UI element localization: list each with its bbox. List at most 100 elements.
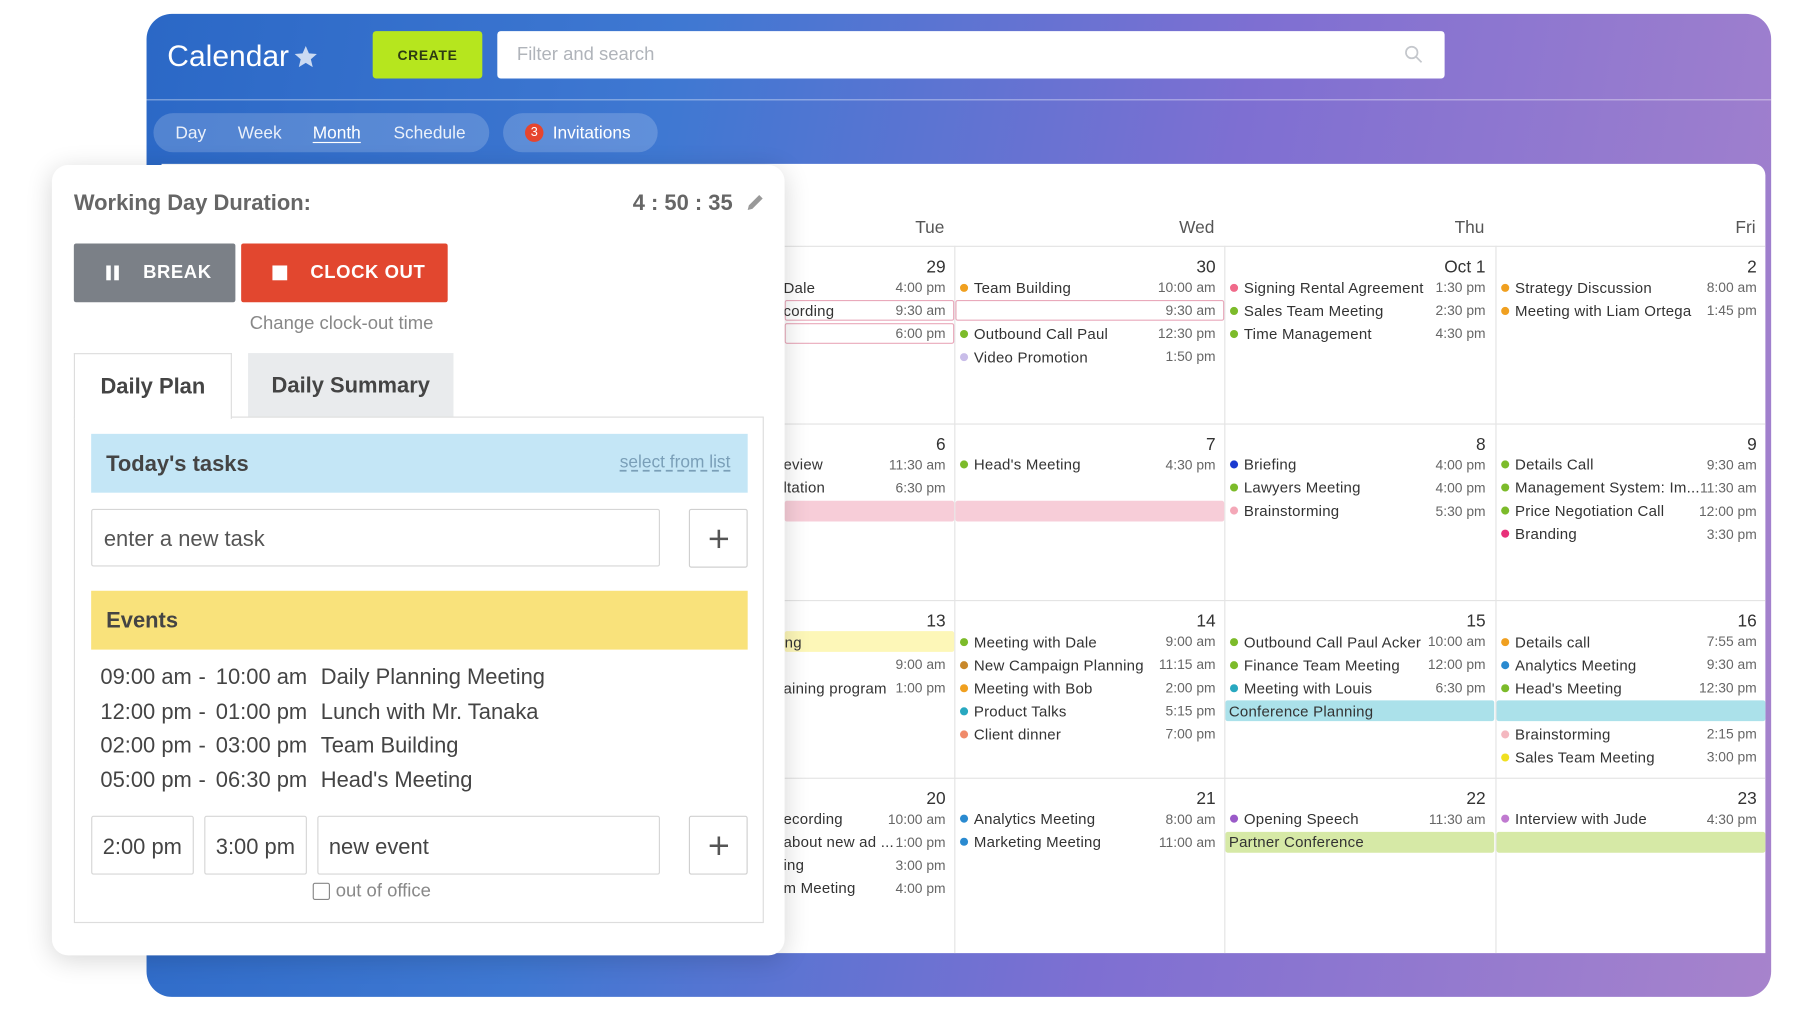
tab-label: Daily Summary — [271, 373, 430, 399]
tab-label: Daily Plan — [100, 374, 206, 400]
event-bar[interactable] — [784, 323, 954, 344]
event-name[interactable]: Time Management — [1243, 324, 1372, 343]
event-name[interactable]: Details Call — [1514, 455, 1594, 474]
out-of-office-checkbox[interactable] — [312, 882, 330, 900]
task-input[interactable]: enter a new task — [91, 508, 660, 567]
day-number: 21 — [1196, 788, 1216, 809]
event-name[interactable]: Outbound Call Paul — [973, 324, 1109, 343]
event-name[interactable]: Analytics Meeting — [1514, 655, 1637, 674]
event-time: 9:30 am — [1165, 302, 1216, 319]
event-name[interactable]: Partner Conference — [1228, 833, 1364, 851]
event-name[interactable]: cording — [783, 301, 835, 320]
view-tab[interactable]: Week — [237, 123, 282, 144]
event-name[interactable]: Head's Meeting — [973, 455, 1081, 474]
edit-icon[interactable] — [745, 193, 765, 213]
event-dot — [1501, 729, 1510, 738]
event-name[interactable]: Team Building — [973, 278, 1072, 296]
event-name[interactable]: about new ad ... — [783, 833, 894, 851]
event-bar[interactable] — [784, 500, 954, 521]
select-from-list-link[interactable]: select from list — [619, 452, 731, 472]
event-name[interactable]: Outbound Call Paul Acker — [1243, 632, 1422, 651]
event-name[interactable]: Meeting with Bob — [973, 679, 1093, 697]
event-name[interactable]: Opening Speech — [1243, 809, 1359, 828]
event-name[interactable]: Marketing Meeting — [973, 833, 1102, 851]
event-name[interactable]: Head's Meeting — [1514, 679, 1623, 697]
event-name[interactable]: Video Promotion — [973, 347, 1088, 366]
event-name[interactable]: Dale — [783, 278, 816, 296]
event-name[interactable]: Strategy Discussion — [1514, 278, 1652, 296]
invitations-button[interactable]: 3 Invitations — [503, 113, 658, 153]
event-name[interactable]: Brainstorming — [1514, 725, 1611, 743]
view-tab[interactable]: Month — [312, 123, 361, 144]
event-bar[interactable] — [784, 299, 954, 321]
tab[interactable]: Daily Summary — [248, 353, 454, 417]
event-bar[interactable] — [784, 631, 954, 652]
event-name[interactable]: ing — [783, 856, 805, 874]
view-tab[interactable]: Day — [175, 123, 207, 144]
event-name[interactable]: Signing Rental Agreement — [1243, 278, 1424, 296]
new-event-input[interactable]: new event — [317, 815, 660, 875]
new-event-input[interactable]: 2:00 pm — [91, 815, 194, 875]
weekday-label: Fri — [1735, 218, 1756, 238]
event-name[interactable]: Briefing — [1243, 455, 1297, 474]
event-name[interactable]: Conference Planning — [1228, 702, 1374, 720]
new-event-input[interactable]: 3:00 pm — [204, 815, 307, 875]
event-dot — [1229, 814, 1239, 823]
new-event-name: new event — [328, 835, 429, 860]
event-name[interactable]: Product Talks — [973, 702, 1067, 720]
view-tab[interactable]: Schedule — [393, 123, 466, 144]
out-of-office-label[interactable]: out of office — [335, 881, 431, 902]
event-name[interactable]: New Campaign Planning — [973, 655, 1144, 674]
event-name[interactable]: Meeting with Liam Ortega — [1514, 301, 1692, 320]
event-bar[interactable] — [1225, 700, 1494, 722]
change-time-link[interactable]: Change clock-out time — [249, 313, 434, 334]
event-dot — [1229, 683, 1239, 692]
event-bar[interactable] — [1496, 700, 1765, 722]
event-time: 9:00 am — [895, 656, 946, 673]
day-number: 13 — [926, 611, 946, 632]
event-name[interactable]: ltation — [783, 478, 826, 497]
event-bar[interactable] — [955, 500, 1224, 521]
event-name[interactable]: Analytics Meeting — [973, 809, 1096, 828]
event-name[interactable]: Finance Team Meeting — [1243, 655, 1400, 674]
event-name[interactable]: Sales Team Meeting — [1514, 748, 1655, 766]
event-name[interactable]: ecording — [783, 809, 843, 828]
event-name[interactable]: Details call — [1514, 632, 1591, 651]
event-name[interactable]: Interview with Jude — [1514, 809, 1647, 828]
event-bar[interactable] — [955, 299, 1224, 321]
event-time: 2:30 pm — [1435, 302, 1486, 319]
event-name[interactable]: ng — [784, 632, 802, 651]
tasks-header: Today's tasks select from list — [91, 433, 748, 493]
break-button[interactable]: BREAK — [73, 243, 236, 303]
event-name[interactable]: Meeting with Dale — [973, 632, 1098, 651]
event-bar[interactable] — [1225, 831, 1494, 853]
event-separator: - — [198, 768, 206, 793]
event-name[interactable]: aining program — [783, 679, 887, 697]
event-name[interactable]: eview — [783, 455, 823, 474]
event-name[interactable]: Client dinner — [973, 725, 1062, 743]
event-name[interactable]: m Meeting — [783, 879, 856, 897]
event-name[interactable]: Brainstorming — [1243, 501, 1340, 520]
event-separator: - — [198, 734, 206, 759]
favorite-star[interactable] — [293, 44, 318, 69]
event-time: 4:00 pm — [1435, 456, 1486, 473]
day-number: 15 — [1466, 611, 1486, 632]
tab[interactable]: Daily Plan — [73, 353, 232, 419]
create-button[interactable]: CREATE — [372, 31, 483, 79]
event-time: 4:00 pm — [895, 879, 946, 896]
add-button[interactable] — [688, 508, 748, 568]
event-name[interactable]: Lawyers Meeting — [1243, 478, 1361, 497]
day-number: 8 — [1475, 434, 1486, 455]
event-dot — [959, 837, 969, 846]
event-time: 9:30 am — [1706, 656, 1757, 673]
search-box[interactable]: Filter and search — [497, 31, 1445, 79]
add-button[interactable] — [688, 815, 748, 875]
event-name[interactable]: Sales Team Meeting — [1243, 301, 1384, 320]
event-dot — [1501, 460, 1510, 469]
event-name[interactable]: Price Negotiation Call — [1514, 501, 1665, 520]
event-name[interactable]: Branding — [1514, 524, 1577, 543]
event-name[interactable]: Management System: Im... — [1514, 478, 1700, 497]
event-bar[interactable] — [1496, 831, 1765, 853]
clock-out-button[interactable]: CLOCK OUT — [241, 243, 448, 303]
event-name[interactable]: Meeting with Louis — [1243, 679, 1373, 697]
